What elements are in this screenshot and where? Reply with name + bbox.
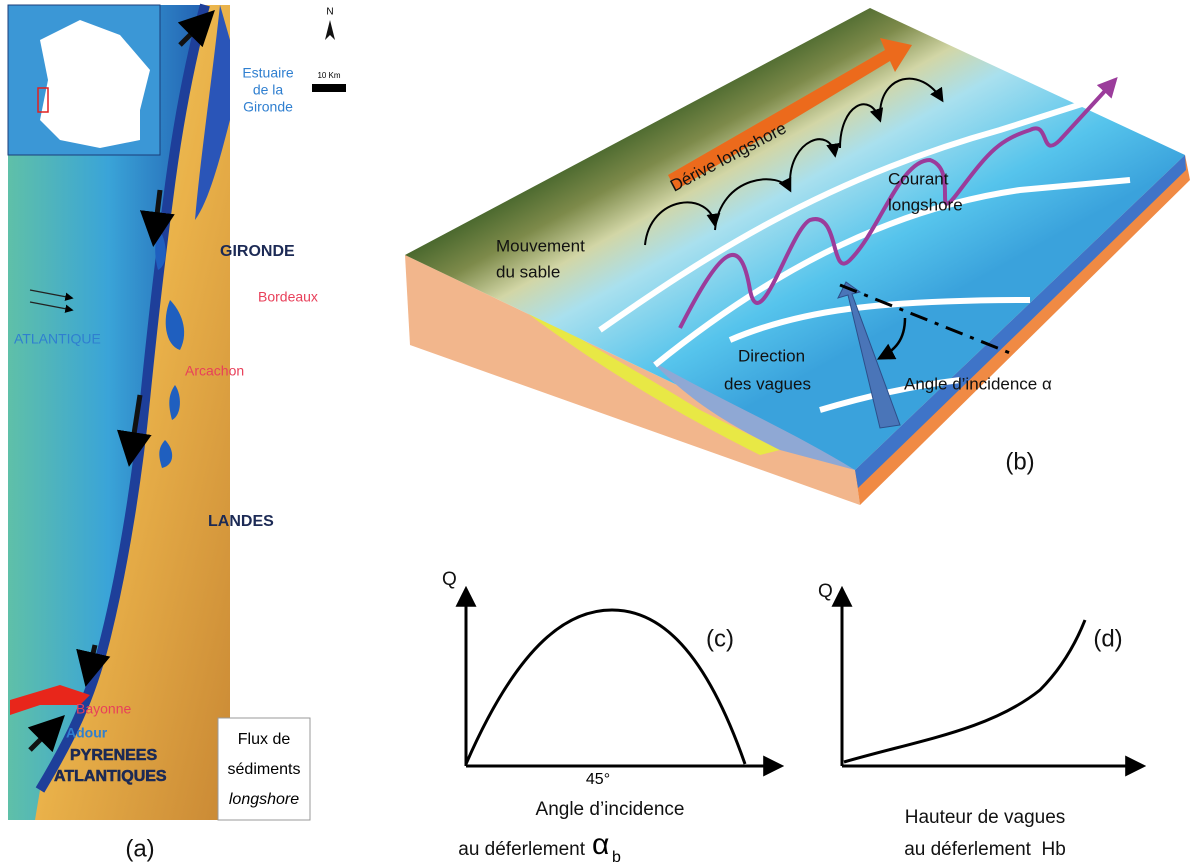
axis-label: Hauteur de vagues xyxy=(905,807,1066,828)
map-label: Arcachon xyxy=(185,363,244,379)
panel-label: (c) xyxy=(706,625,734,652)
beach-slope xyxy=(505,290,780,455)
axis-label: Angle d’incidence xyxy=(536,799,685,820)
wave-crest xyxy=(1109,85,1188,103)
panel-label: (b) xyxy=(1005,448,1034,475)
legend-text: longshore xyxy=(229,791,299,808)
lake xyxy=(159,440,173,468)
wave-direction-arrow xyxy=(837,281,901,429)
sand-hop xyxy=(644,201,721,246)
legend-text: Flux de xyxy=(238,731,291,748)
angle-arc xyxy=(876,317,907,360)
block-diagram: Dérive longshore Mouvement du sable Cour… xyxy=(405,8,1190,505)
flux-arrow xyxy=(27,715,65,753)
map-panel: N 10 Km Estuaire de la Gironde GIRONDE B… xyxy=(7,3,346,862)
diagram-label: Courant xyxy=(888,169,949,188)
seabed-cut xyxy=(650,360,855,470)
scale-label: 10 Km xyxy=(317,71,340,80)
gironde-estuary xyxy=(195,5,230,220)
wave-crest xyxy=(598,92,1111,333)
map-label: Estuaire xyxy=(242,65,294,81)
france-outline xyxy=(40,20,150,148)
adour-river-area xyxy=(10,685,90,715)
diagram-label: Angle d’incidence α xyxy=(904,374,1052,393)
panel-label: (a) xyxy=(125,835,154,862)
right-face-water xyxy=(855,155,1186,488)
wave-crest xyxy=(819,377,961,413)
map-label: GIRONDE xyxy=(220,243,295,260)
panel-label: (d) xyxy=(1093,625,1122,652)
map-label: LANDES xyxy=(208,513,274,530)
sand-hop xyxy=(839,103,884,149)
drift-arrow xyxy=(668,38,912,190)
axis-subscript: b xyxy=(612,849,621,866)
map-label: de la xyxy=(253,82,284,98)
legend-box xyxy=(217,717,311,821)
land-area xyxy=(35,5,230,820)
axis-symbol: α xyxy=(592,828,609,861)
angle-schema: Q (c) 45° Angle d’incidence au déferleme… xyxy=(442,569,785,866)
map-label: Adour xyxy=(66,725,108,741)
sand-hops xyxy=(644,77,944,246)
transport-curve xyxy=(464,608,747,765)
scale-bar xyxy=(312,84,346,92)
map-label: PYRENEES xyxy=(70,747,157,764)
transport-curve xyxy=(843,619,1087,764)
north-label: N xyxy=(326,7,333,18)
diagram-label: Mouvement xyxy=(496,236,585,255)
flux-arrow xyxy=(76,644,111,687)
sand-hop xyxy=(879,77,944,116)
map-label: ATLANTIQUE xyxy=(14,331,101,347)
map-label: Gironde xyxy=(243,99,293,115)
arcachon-basin xyxy=(165,300,185,350)
lake xyxy=(169,385,180,420)
wave-crest xyxy=(728,297,1031,343)
map-label: ATLANTIQUES xyxy=(54,768,167,785)
flux-arrow xyxy=(139,189,175,247)
diagram-label: longshore xyxy=(888,195,963,214)
legend-text: sédiments xyxy=(228,761,301,778)
normal-line xyxy=(839,283,1016,357)
map-label: Bayonne xyxy=(76,701,131,717)
diagram-label: du sable xyxy=(496,262,560,281)
diagram-label: Direction xyxy=(738,346,805,365)
axis-label: au déferlement xyxy=(458,839,585,860)
map-label: Bordeaux xyxy=(258,289,318,305)
longshore-current xyxy=(678,77,1118,329)
axis-label: au déferlement Hb xyxy=(904,839,1066,860)
diagram-label: des vagues xyxy=(724,374,811,393)
sediment-arrows xyxy=(27,10,215,753)
inset-location-box xyxy=(37,87,49,113)
wave-arrows xyxy=(29,289,74,313)
axis-label: Q xyxy=(818,581,833,602)
north-arrow xyxy=(325,20,335,40)
flux-arrow xyxy=(177,10,215,48)
wave-arrow xyxy=(29,289,74,301)
wave-arrow xyxy=(29,301,74,313)
height-schema: Q (d) Hauteur de vagues au déferlement H… xyxy=(818,581,1147,860)
tick-label: 45° xyxy=(586,771,610,788)
sand-hop xyxy=(714,176,792,231)
sand-hop xyxy=(789,138,841,183)
flux-arrow xyxy=(116,394,152,467)
axis-label: Q xyxy=(442,569,457,590)
